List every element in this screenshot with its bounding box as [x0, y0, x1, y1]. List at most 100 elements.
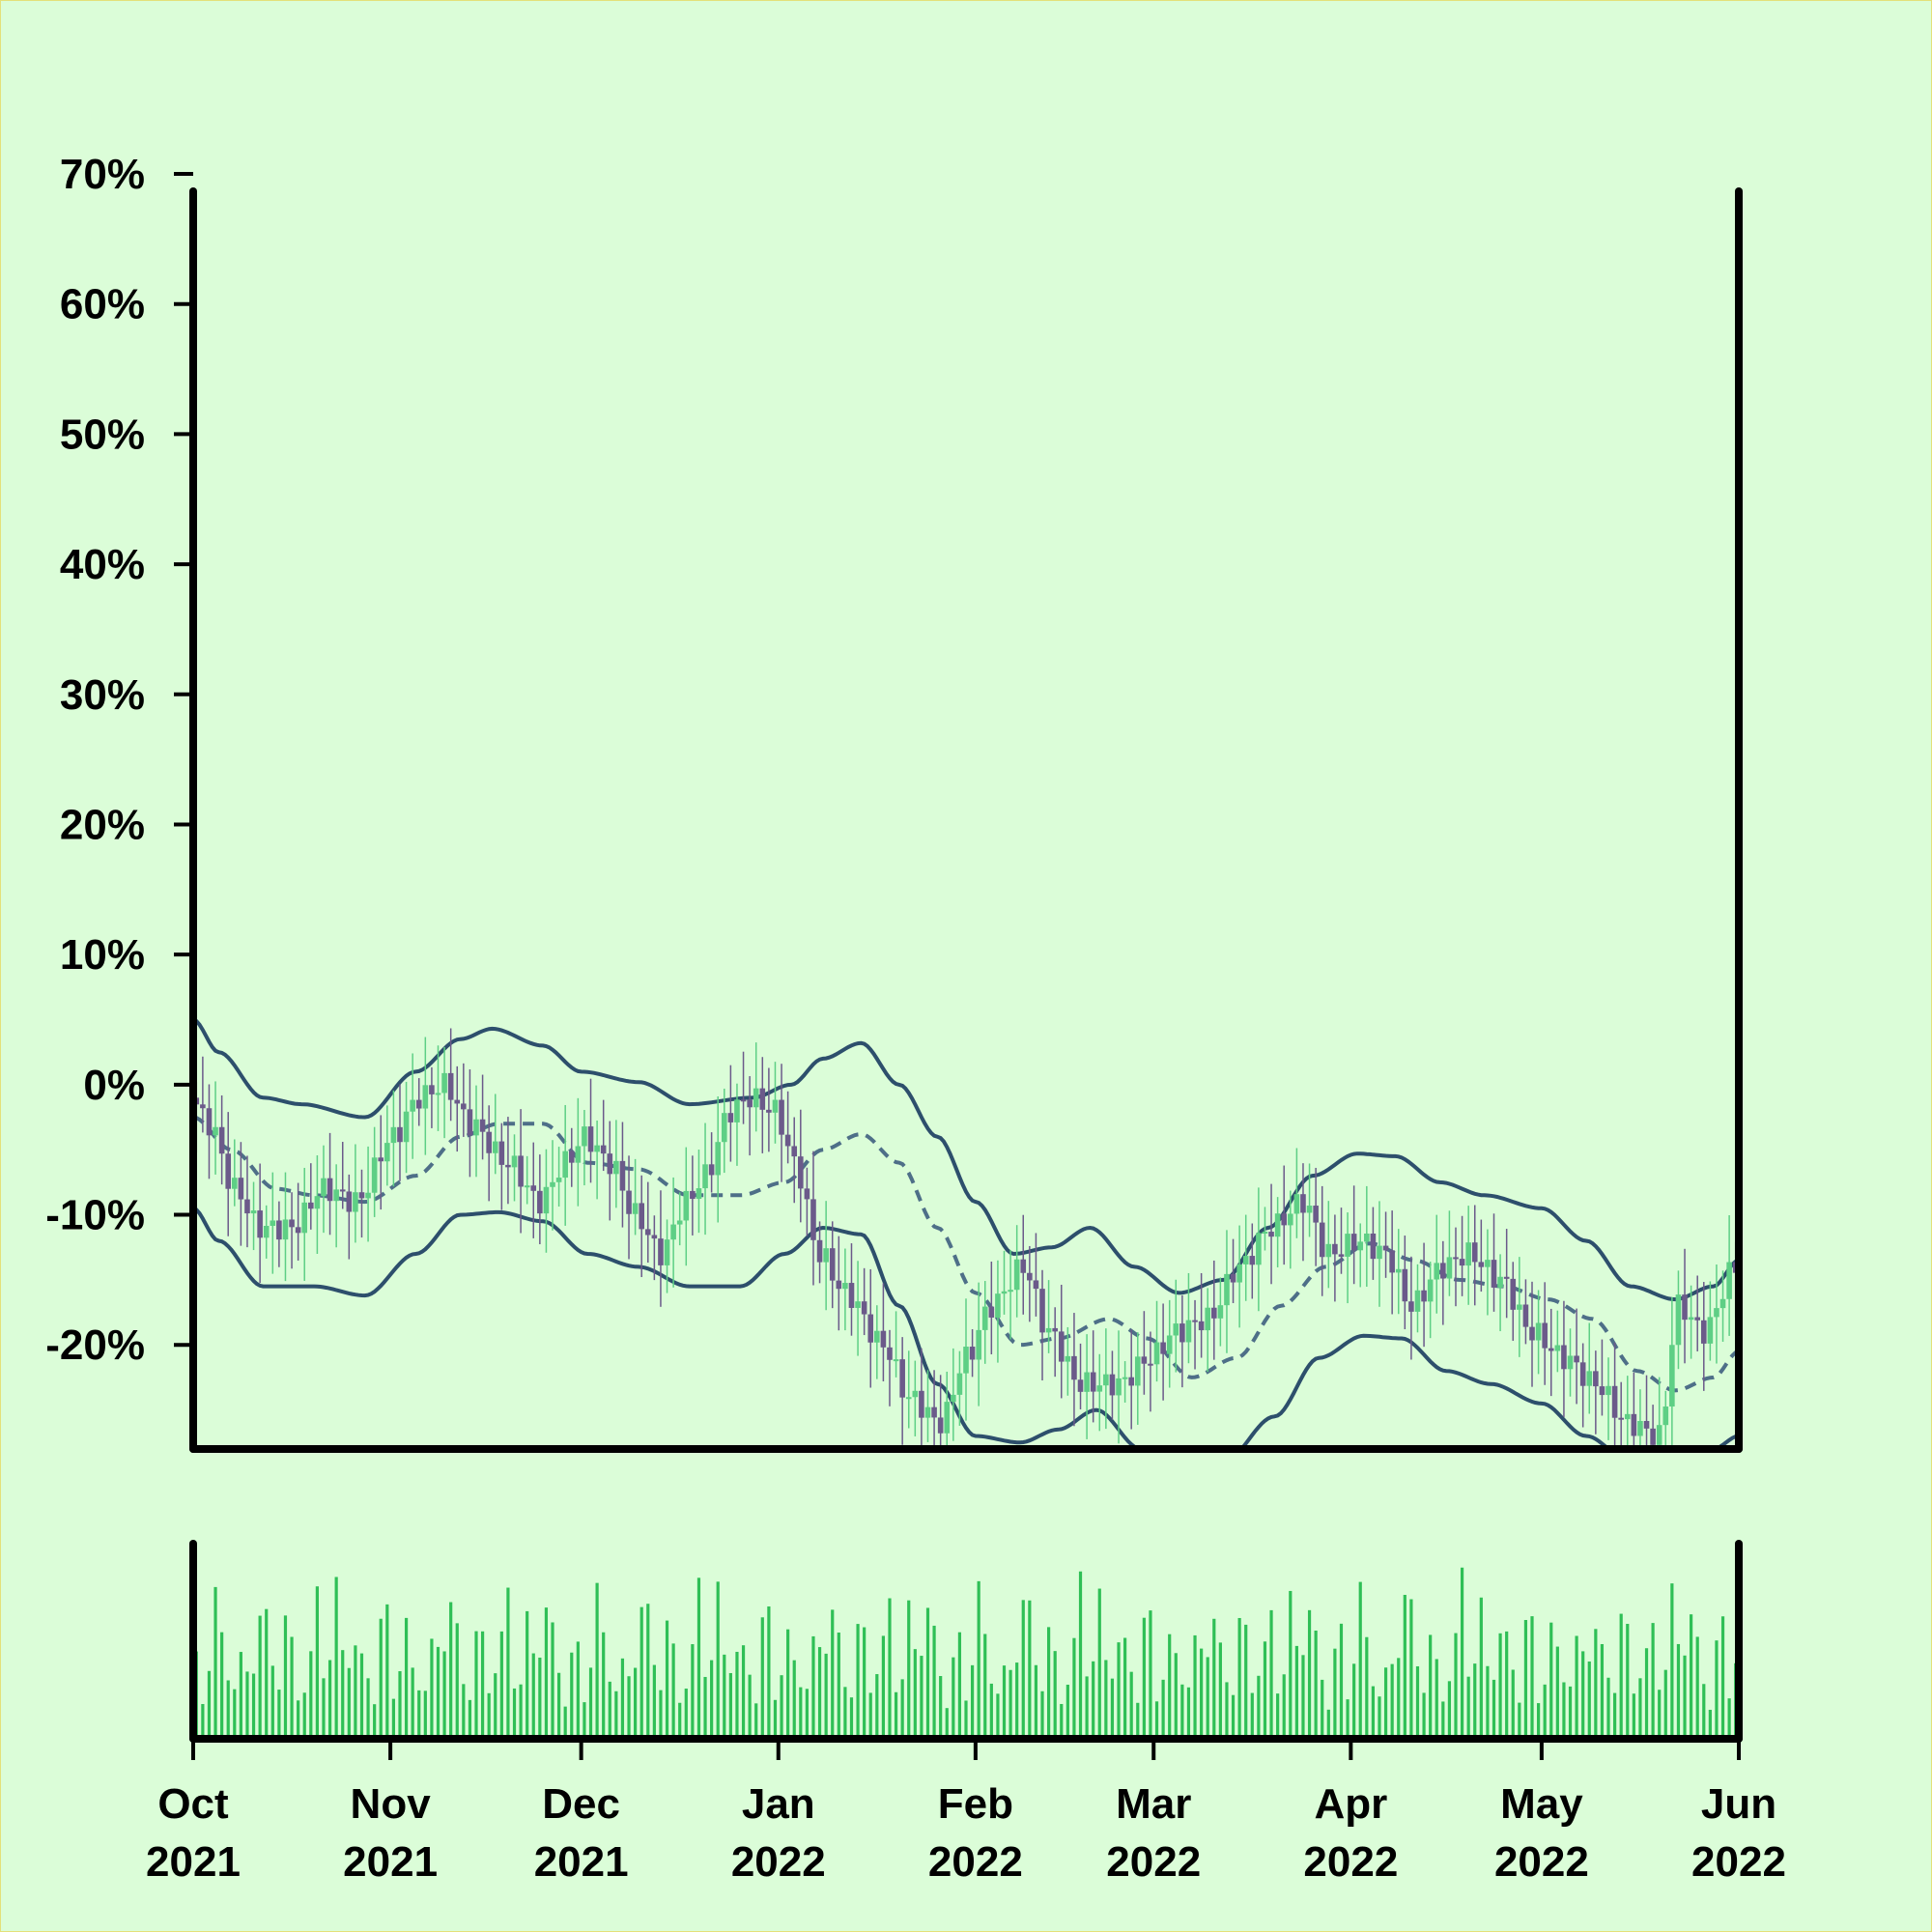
candle-body	[1459, 1259, 1465, 1266]
candle-body	[1605, 1385, 1611, 1396]
volume-bar	[1257, 1675, 1261, 1739]
candle-body	[1714, 1308, 1719, 1318]
volume-bar	[1289, 1590, 1293, 1739]
volume-bar	[1492, 1679, 1496, 1739]
candle-body	[969, 1347, 976, 1360]
volume-bar	[1352, 1663, 1356, 1739]
candle-body	[339, 1189, 346, 1192]
volume-bar	[354, 1645, 357, 1739]
candle-body	[225, 1153, 232, 1189]
volume-bar	[576, 1641, 580, 1739]
candle-body	[1503, 1276, 1510, 1279]
volume-bar	[213, 1586, 217, 1739]
candle-body	[1256, 1233, 1262, 1265]
volume-bar	[1415, 1665, 1420, 1739]
volume-bar	[1212, 1618, 1216, 1739]
y-tick-label: 20%	[60, 801, 145, 848]
y-tick-label: 50%	[60, 411, 145, 458]
volume-bar	[239, 1652, 242, 1739]
candle-body	[244, 1199, 250, 1214]
volume-bar	[843, 1687, 847, 1739]
volume-bar	[1021, 1600, 1025, 1739]
candle-body	[1306, 1206, 1313, 1213]
candle-body	[1510, 1278, 1517, 1310]
candle-body	[702, 1164, 708, 1189]
candle-body	[988, 1306, 995, 1318]
candle-body	[1013, 1259, 1020, 1291]
volume-bar	[1435, 1659, 1438, 1739]
candle-body	[1517, 1304, 1522, 1310]
x-tick-year: 2021	[146, 1838, 241, 1886]
candle-body	[963, 1347, 969, 1374]
candle-body	[390, 1126, 397, 1144]
volume-bar	[1575, 1635, 1578, 1739]
candle-body	[632, 1203, 639, 1214]
candle-body	[594, 1145, 600, 1152]
candle-body	[403, 1111, 410, 1143]
candle-body	[1421, 1290, 1427, 1302]
candle-body	[575, 1146, 582, 1163]
volume-bar	[837, 1633, 840, 1739]
volume-bar	[1218, 1642, 1222, 1739]
candle-body	[1242, 1256, 1249, 1264]
candle-body	[1185, 1320, 1192, 1343]
candle-body	[435, 1093, 441, 1095]
candle-body	[1497, 1276, 1503, 1288]
candle-body	[1586, 1371, 1593, 1386]
volume-bar	[1326, 1709, 1330, 1739]
candle-body	[1090, 1372, 1096, 1392]
volume-bar	[327, 1660, 332, 1739]
y-tick-label: 70%	[60, 151, 145, 198]
volume-bar	[868, 1692, 872, 1739]
volume-bar	[1294, 1645, 1298, 1739]
candle-body	[530, 1185, 537, 1191]
volume-bar	[710, 1660, 714, 1739]
volume-bar	[251, 1673, 256, 1739]
candle-body	[829, 1248, 836, 1281]
candle-body	[880, 1330, 887, 1348]
candle-body	[1249, 1256, 1256, 1265]
candle-body	[568, 1151, 575, 1163]
volume-bar	[226, 1680, 230, 1739]
candle-body	[1148, 1363, 1153, 1366]
candle-body	[919, 1390, 924, 1418]
volume-bar	[824, 1653, 828, 1739]
candle-body	[1166, 1335, 1173, 1354]
candle-body	[708, 1164, 715, 1176]
volume-bar	[1702, 1684, 1706, 1739]
candle-body	[1364, 1233, 1370, 1242]
volume-bar	[811, 1635, 815, 1739]
volume-bar	[1638, 1678, 1642, 1739]
candle-body	[1561, 1345, 1567, 1370]
volume-bar	[391, 1698, 396, 1739]
x-tick-month: Jan	[742, 1780, 815, 1828]
volume-bar	[608, 1681, 611, 1739]
volume-bars	[194, 1567, 1738, 1739]
candle-body	[1001, 1291, 1008, 1294]
candle-body	[1141, 1356, 1148, 1364]
candle-body	[1210, 1307, 1217, 1319]
volume-bar	[1136, 1702, 1140, 1739]
candle-body	[1389, 1250, 1395, 1273]
volume-bar	[1250, 1692, 1254, 1739]
volume-bar	[430, 1638, 434, 1739]
candle-body	[1071, 1355, 1077, 1380]
candle-body	[301, 1202, 308, 1234]
volume-bar	[735, 1651, 739, 1739]
volume-bar	[379, 1618, 383, 1739]
candle-body	[1052, 1327, 1058, 1332]
volume-bar	[1676, 1643, 1681, 1739]
volume-bar	[1523, 1620, 1528, 1739]
candle-body	[562, 1151, 568, 1179]
candle-body	[1402, 1268, 1408, 1302]
x-tick-year: 2022	[1106, 1838, 1201, 1886]
candle-body	[1408, 1301, 1414, 1312]
candle-body	[1535, 1322, 1542, 1341]
x-tick-year: 2022	[1691, 1838, 1786, 1886]
y-tick-label: -10%	[45, 1192, 145, 1239]
volume-bar	[748, 1674, 752, 1739]
volume-bar	[373, 1704, 377, 1739]
candle-body	[931, 1406, 937, 1418]
volume-bar	[449, 1602, 453, 1739]
